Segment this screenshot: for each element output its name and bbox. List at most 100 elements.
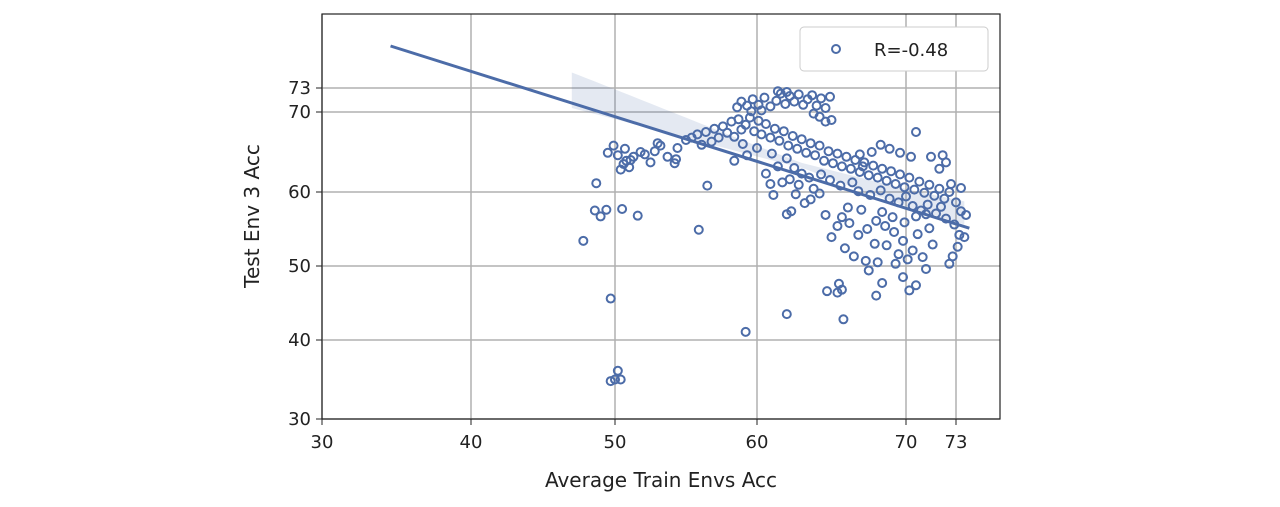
scatter-point (578, 235, 589, 246)
grid-lines (321, 14, 1000, 420)
scatter-point (702, 180, 713, 191)
scatter-point (836, 284, 847, 295)
scatter-point (807, 90, 818, 101)
scatter-point (605, 293, 616, 304)
scatter-point (911, 127, 921, 137)
scatter-point (826, 232, 837, 243)
y-tick-label: 50 (288, 256, 311, 277)
scatter-point (752, 143, 762, 153)
scatter-point (872, 172, 883, 183)
scatter-point (619, 143, 630, 154)
scatter-point (765, 179, 776, 189)
scatter-point (595, 211, 606, 222)
scatter-point (649, 146, 660, 157)
scatter-point (608, 140, 619, 151)
scatter-point (816, 93, 827, 104)
x-tick-label: 73 (945, 432, 968, 453)
scatter-point (919, 187, 930, 198)
scatter-point (959, 232, 970, 243)
y-axis-ticks: 30 40 50 60 70 73 (288, 78, 322, 430)
scatter-point (934, 183, 945, 194)
scatter-point (617, 204, 628, 215)
scatter-point (921, 263, 931, 274)
scatter-point (895, 147, 906, 158)
scatter-point (591, 178, 602, 189)
scatter-point (808, 183, 819, 194)
scatter-point (783, 140, 794, 151)
legend-box (799, 26, 989, 72)
scatter-point (820, 209, 831, 220)
scatter-point (844, 218, 855, 229)
scatter-point (796, 134, 807, 145)
x-tick-label: 30 (311, 432, 334, 453)
scatter-point (917, 252, 928, 263)
scatter-point (871, 215, 882, 226)
scatter-point (612, 365, 623, 376)
x-tick-label: 50 (604, 432, 627, 453)
scatter-point (618, 159, 629, 169)
scatter-point (902, 254, 913, 265)
scatter-point (929, 190, 940, 201)
scatter-point (765, 132, 776, 143)
scatter-point (737, 139, 748, 149)
scatter-point (895, 169, 906, 180)
legend: R=-0.48 (799, 26, 989, 72)
scatter-point (866, 147, 877, 157)
scatter-point (838, 314, 849, 325)
scatter-point (839, 243, 850, 254)
legend-marker (831, 44, 841, 54)
scatter-point (625, 155, 636, 165)
scatter-point (722, 127, 733, 138)
scatter-point (778, 126, 789, 137)
scatter-point (805, 194, 816, 205)
scatter-point (877, 163, 888, 174)
scatter-point (760, 119, 771, 129)
scatter-point (934, 163, 945, 174)
scatter-point (759, 92, 770, 103)
scatter-point (700, 127, 711, 137)
scatter-point (881, 240, 892, 251)
x-tick-label: 40 (460, 432, 483, 453)
scatter-point (612, 150, 623, 161)
scatter-point (877, 278, 888, 289)
y-tick-label: 60 (288, 182, 311, 203)
scatter-point (857, 161, 868, 172)
scatter-point (601, 204, 612, 215)
scatter-point (825, 91, 836, 102)
scatter-point (924, 179, 935, 190)
scatter-point (901, 191, 911, 202)
scatter-point (768, 189, 779, 200)
regression-line-segment (390, 44, 970, 230)
scatter-point (904, 172, 915, 183)
scatter-point (912, 229, 923, 240)
scatter-point (780, 99, 791, 109)
scatter-point (610, 374, 620, 385)
scatter-point (740, 326, 751, 337)
scatter-point (671, 154, 682, 165)
scatter-point (729, 155, 740, 166)
scatter-point (766, 148, 777, 159)
scatter-point (772, 86, 783, 97)
scatter-point (884, 143, 895, 154)
scatter-point (790, 189, 801, 200)
scatter-point (747, 94, 758, 105)
scatter-point (927, 239, 938, 250)
scatter-point (632, 210, 643, 221)
scatter-point (952, 241, 963, 252)
y-tick-label: 70 (288, 102, 311, 123)
scatter-point (836, 161, 847, 172)
scatter-point (832, 221, 843, 232)
scatter-point (887, 212, 898, 223)
scatter-point (816, 169, 827, 180)
scatter-point (820, 116, 831, 127)
scatter-point (854, 149, 865, 160)
scatter-point (961, 209, 972, 220)
scatter-point (847, 177, 858, 188)
scatter-point (872, 257, 883, 268)
scatter-point (729, 131, 740, 142)
scatter-point (860, 255, 871, 266)
scatter-point (954, 229, 965, 240)
scatter-point (856, 204, 867, 215)
scatter-point (781, 87, 792, 97)
